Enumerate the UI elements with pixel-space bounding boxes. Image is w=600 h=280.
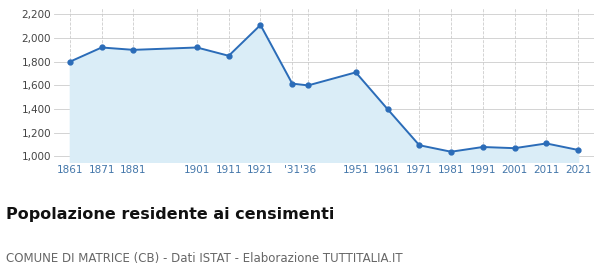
- Text: Popolazione residente ai censimenti: Popolazione residente ai censimenti: [6, 207, 334, 222]
- Text: COMUNE DI MATRICE (CB) - Dati ISTAT - Elaborazione TUTTITALIA.IT: COMUNE DI MATRICE (CB) - Dati ISTAT - El…: [6, 252, 403, 265]
